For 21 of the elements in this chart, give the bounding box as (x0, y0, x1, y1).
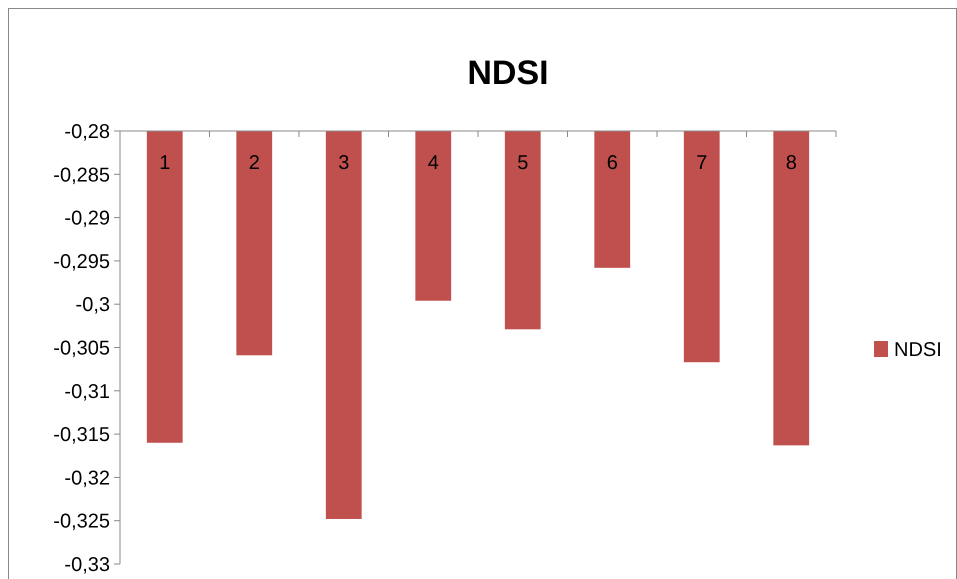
y-tick-label: -0,315 (53, 424, 110, 446)
legend-label: NDSI (894, 339, 942, 361)
x-tick-label: 4 (428, 152, 439, 174)
x-tick-label: 7 (696, 152, 708, 174)
y-tick-label: -0,31 (64, 380, 110, 403)
y-tick-label: -0,29 (64, 208, 110, 230)
y-tick-label: -0,28 (64, 121, 110, 143)
x-tick-label: 1 (159, 152, 170, 174)
x-tick-label: 3 (338, 152, 350, 174)
y-tick-label: -0,285 (53, 164, 110, 186)
y-tick-label: -0,295 (53, 250, 110, 273)
chart-title: NDSI (467, 54, 549, 92)
x-tick-label: 6 (606, 152, 618, 174)
y-tick-label: -0,3 (76, 294, 110, 316)
x-tick-label: 2 (248, 152, 260, 174)
y-tick-label: -0,325 (53, 510, 110, 533)
y-tick-label: -0,32 (64, 467, 110, 490)
y-tick-label: -0,305 (53, 338, 110, 360)
y-tick-label: -0,33 (64, 554, 110, 576)
x-tick-label: 5 (517, 152, 528, 174)
x-tick-label: 8 (786, 152, 797, 174)
